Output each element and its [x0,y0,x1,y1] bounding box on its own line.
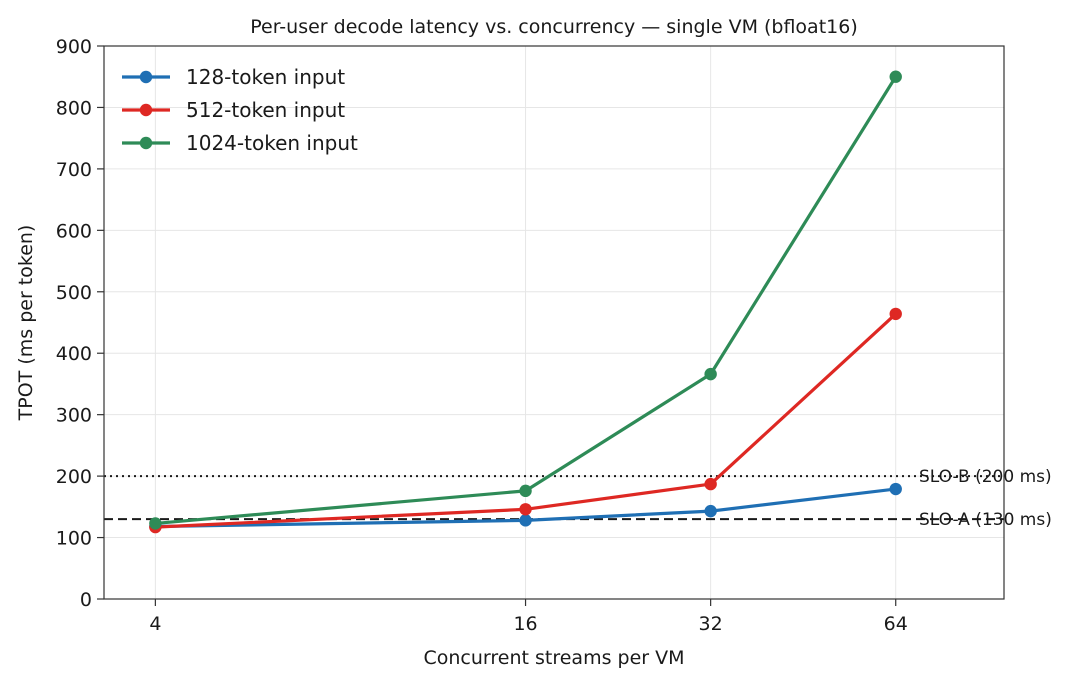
series-line [155,312,897,529]
data-point [889,307,902,321]
series-line [155,75,898,526]
x-tick-label: 32 [699,613,723,635]
series-layer [149,70,902,534]
y-tick-label: 900 [56,36,92,58]
data-point [889,482,902,496]
x-axis-label: Concurrent streams per VM [423,647,684,669]
reference-line-label: SLO-A (130 ms) [919,510,1052,530]
y-tick-label: 500 [56,282,92,304]
data-point [519,514,532,527]
y-tick-label: 100 [56,528,92,550]
legend-swatch-marker [139,70,153,84]
x-tick-label: 4 [149,613,161,635]
y-tick-label: 800 [56,97,92,119]
data-point [704,367,717,381]
axis-ticks: 0 100 200 300 400 500 600 700 800 900 4 16 32 64 [56,36,908,635]
y-tick-label: 700 [56,159,92,181]
series-line [155,487,896,529]
x-tick-label: 16 [513,613,537,635]
series-group [149,307,902,534]
legend: 128-token input 512-token input 1024-token… [122,65,358,155]
legend-swatch-marker [139,136,153,150]
data-point [889,70,902,83]
data-point [704,504,717,518]
reference-line-label: SLO-B (200 ms) [919,467,1052,487]
y-axis-label: TPOT (ms per token) [15,225,37,422]
legend-label: 512-token input [186,98,345,122]
y-tick-label: 300 [56,405,92,427]
x-tick-label: 64 [884,613,908,635]
data-point [519,503,532,516]
y-tick-label: 400 [56,343,92,365]
plot-frame [103,45,1005,600]
legend-label: 1024-token input [186,131,358,155]
data-point [704,477,717,491]
series-group [149,70,902,530]
chart-title: Per-user decode latency vs. concurrency … [250,16,858,38]
y-tick-label: 600 [56,220,92,242]
legend-swatch-marker [139,103,153,117]
data-point [149,517,162,530]
legend-label: 128-token input [186,65,345,89]
data-point [519,484,532,498]
y-tick-label: 200 [56,466,92,488]
y-tick-label: 0 [80,589,92,611]
